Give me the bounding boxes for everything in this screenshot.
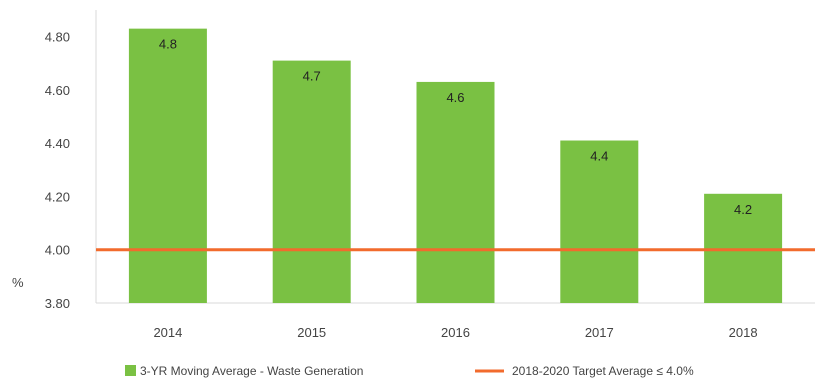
bar-series: [128, 28, 783, 304]
y-tick-label: 4.80: [45, 30, 70, 45]
x-tick-labels: 2014 2015 2016 2017 2018: [153, 325, 757, 340]
y-tick-label: 4.20: [45, 189, 70, 204]
x-tick-label-2017: 2017: [585, 325, 614, 340]
data-labels: 4.8 4.7 4.6 4.4 4.2: [159, 37, 752, 217]
y-tick-labels: 3.80 4.00 4.20 4.40 4.60 4.80: [45, 30, 70, 311]
data-label-2014: 4.8: [159, 37, 177, 52]
legend-label-bar: 3-YR Moving Average - Waste Generation: [140, 364, 363, 378]
data-label-2018: 4.2: [734, 202, 752, 217]
x-tick-label-2014: 2014: [153, 325, 182, 340]
x-tick-label-2015: 2015: [297, 325, 326, 340]
bar-2016: [416, 81, 495, 303]
bar-2015: [272, 60, 351, 303]
y-tick-label: 4.40: [45, 136, 70, 151]
data-label-2016: 4.6: [446, 90, 464, 105]
bar-2014: [128, 28, 207, 304]
data-label-2017: 4.4: [590, 149, 608, 164]
y-axis-title: %: [12, 275, 24, 290]
legend-label-line: 2018-2020 Target Average ≤ 4.0%: [512, 364, 694, 378]
data-label-2015: 4.7: [303, 69, 321, 84]
y-tick-label: 4.00: [45, 243, 70, 258]
legend: 3-YR Moving Average - Waste Generation 2…: [125, 364, 694, 378]
y-tick-label: 4.60: [45, 83, 70, 98]
x-tick-label-2016: 2016: [441, 325, 470, 340]
bar-2017: [560, 140, 639, 303]
legend-swatch-bar: [125, 365, 136, 376]
x-tick-label-2018: 2018: [729, 325, 758, 340]
y-tick-label: 3.80: [45, 296, 70, 311]
